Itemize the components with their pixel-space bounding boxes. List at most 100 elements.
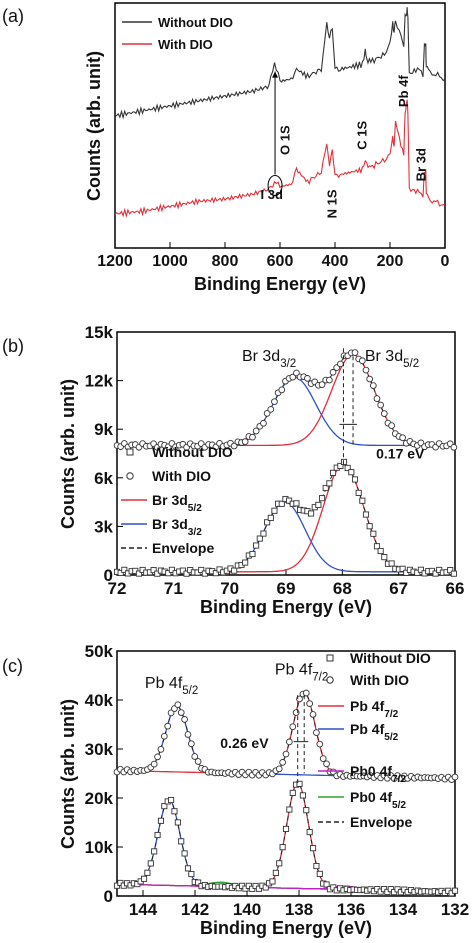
data-point-with-dio — [154, 753, 161, 761]
data-point-without-dio — [161, 803, 168, 810]
data-point-with-dio — [304, 375, 311, 382]
data-point-without-dio — [359, 497, 366, 504]
data-point-with-dio — [164, 722, 172, 730]
data-point-without-dio — [344, 464, 351, 471]
legend-label-pb0-4f52: Pb0 4f5/2 — [350, 789, 406, 811]
data-point-with-dio — [249, 433, 256, 441]
panel-b-label: (b) — [2, 336, 24, 356]
envelope-with-dio — [117, 692, 455, 779]
data-point-with-dio — [293, 369, 300, 377]
i3d-ellipse — [267, 175, 283, 197]
y-tick-label: 0 — [104, 887, 113, 906]
legend-label-with-dio: With DIO — [350, 672, 409, 688]
data-point-without-dio — [183, 570, 190, 577]
legend-label-without-dio: Without DIO — [152, 444, 233, 460]
y-tick-label: 10k — [85, 838, 114, 857]
data-point-without-dio — [150, 567, 157, 574]
data-point-without-dio — [388, 560, 395, 567]
data-point-without-dio — [377, 547, 384, 555]
x-tick-label: 72 — [108, 579, 127, 598]
data-point-without-dio — [264, 519, 271, 526]
data-point-with-dio — [160, 732, 168, 740]
annotation-pb4f52: Pb 4f5/2 — [145, 675, 198, 697]
data-point-with-dio — [388, 422, 395, 429]
data-point-with-dio — [451, 773, 459, 781]
data-point-with-dio — [289, 373, 297, 381]
data-point-without-dio — [267, 514, 274, 521]
data-point-without-dio — [174, 819, 181, 826]
data-point-without-dio — [432, 570, 439, 577]
fit-pb4f52-with-dio — [117, 705, 455, 780]
x-tick-label: 134 — [389, 900, 418, 919]
data-point-with-dio — [279, 759, 286, 766]
data-point-without-dio — [151, 848, 158, 855]
data-point-with-dio — [323, 760, 330, 768]
y-tick-label: 50k — [85, 642, 114, 661]
data-point-without-dio — [188, 871, 195, 878]
data-point-without-dio — [171, 808, 178, 815]
data-point-without-dio — [279, 844, 286, 851]
data-point-with-dio — [369, 382, 377, 389]
panel-a-legend: Without DIO With DIO — [122, 15, 233, 52]
data-point-with-dio — [282, 750, 290, 758]
data-point-without-dio — [140, 875, 148, 882]
data-point-without-dio — [309, 845, 317, 852]
data-point-without-dio — [276, 860, 283, 867]
x-tick-label: 70 — [220, 579, 239, 598]
data-point-with-dio — [157, 746, 165, 753]
annotation-c1s: C 1S — [355, 121, 370, 150]
data-point-with-dio — [377, 401, 384, 409]
x-tick-label: 600 — [267, 253, 294, 270]
fit-br3d32-without-dio — [117, 501, 455, 573]
data-point-without-dio — [306, 829, 313, 836]
y-tick-label: 9k — [94, 420, 113, 439]
annotation-o1s: O 1S — [278, 125, 293, 155]
legend-label-with-dio: With DIO — [152, 468, 211, 484]
data-point-with-dio — [316, 740, 324, 748]
y-tick-label: 3k — [94, 517, 113, 536]
data-point-with-dio — [309, 711, 317, 718]
panel-c: (c) 144 142 140 138 136 134 132 0 10k 20k 30k 40k 5… — [2, 642, 469, 938]
annotation-shift-0.26ev: 0.26 eV — [220, 735, 269, 751]
data-point-without-dio — [271, 507, 278, 514]
data-point-without-dio — [195, 879, 202, 886]
panel-a-series — [114, 7, 446, 218]
annotation-pb4f72: Pb 4f7/2 — [275, 662, 328, 684]
data-point-with-dio — [286, 738, 293, 746]
panel-a-xlabel: Binding Energy (eV) — [194, 274, 366, 294]
legend-label-pb4f72: Pb 4f7/2 — [350, 698, 399, 720]
data-point-with-dio — [241, 438, 249, 446]
legend-label-pb0-4f72: Pb0 4f7/2 — [350, 763, 406, 785]
data-point-without-dio — [313, 862, 320, 870]
data-point-with-dio — [329, 368, 337, 376]
data-point-without-dio — [231, 567, 238, 574]
data-point-without-dio — [308, 510, 315, 517]
panel-a-ylabel: Counts (arb. unit) — [84, 51, 104, 201]
data-point-with-dio — [278, 386, 286, 394]
panel-b-legend: Without DIO With DIO Br 3d5/2Br 3d3/2 Envel… — [121, 444, 233, 556]
data-point-with-dio — [337, 360, 344, 368]
legend-label-br3d52: Br 3d5/2 — [152, 492, 202, 514]
data-point-without-dio — [366, 523, 373, 530]
panel-b-ylabel: Counts (arb. unit) — [58, 379, 78, 529]
data-point-with-dio — [271, 398, 278, 406]
data-point-without-dio — [256, 535, 263, 542]
panel-a-label: (a) — [2, 6, 24, 26]
annotation-pb4f: Pb 4f — [396, 75, 411, 107]
data-point-without-dio — [351, 476, 359, 483]
data-point-without-dio — [348, 469, 355, 476]
data-point-with-dio — [267, 406, 275, 413]
x-tick-label: 1200 — [97, 253, 133, 270]
data-point-without-dio — [319, 495, 326, 502]
data-point-without-dio — [242, 559, 249, 566]
data-point-without-dio — [296, 780, 303, 787]
data-point-without-dio — [165, 570, 172, 577]
annotation-n1s: N 1S — [324, 189, 339, 218]
panel-a: (a) 1200 1000 800 600 400 200 0 Binding Energy… — [2, 2, 450, 294]
data-point-without-dio — [260, 530, 267, 537]
fit-pb4f72-with-dio — [117, 691, 455, 780]
annotation-shift-0.17ev: 0.17 eV — [376, 445, 425, 461]
data-point-with-dio — [362, 366, 370, 374]
data-point-without-dio — [178, 838, 185, 845]
